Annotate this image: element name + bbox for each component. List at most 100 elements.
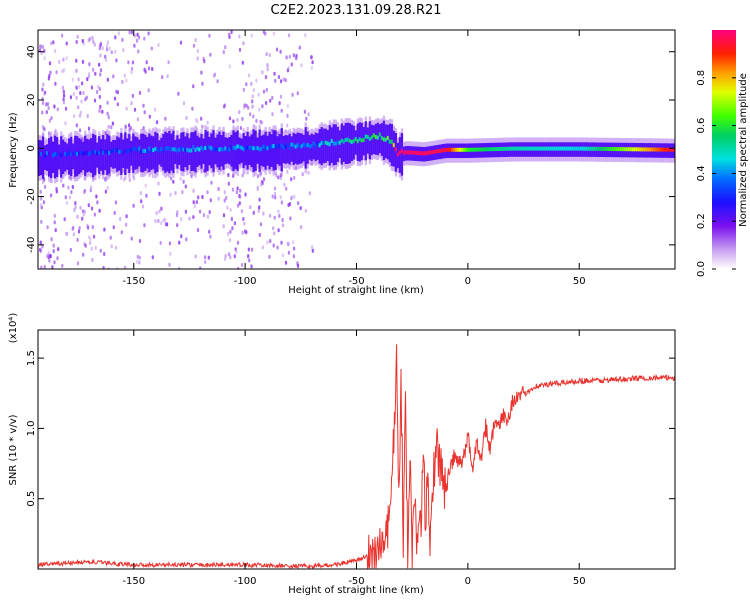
- heatmap-speckle: [301, 172, 304, 177]
- heatmap-speckle: [111, 121, 114, 126]
- heatmap-ridge-core: [348, 138, 351, 143]
- heatmap-speckle: [40, 219, 43, 224]
- heatmap-speckle: [48, 258, 51, 263]
- heatmap-speckle: [286, 241, 289, 246]
- heatmap-ridge: [302, 134, 305, 162]
- heatmap-ridge-core: [180, 146, 183, 150]
- heatmap-speckle: [299, 206, 302, 211]
- heatmap-speckle: [227, 181, 230, 186]
- heatmap-ridge-core: [110, 149, 113, 154]
- heatmap-speckle: [54, 228, 57, 233]
- heatmap-ridge-core: [122, 150, 125, 155]
- heatmap-speckle: [81, 216, 84, 221]
- heatmap-ridge: [342, 125, 345, 162]
- heatmap-ridge-core: [96, 151, 99, 156]
- heatmap-speckle: [158, 209, 161, 214]
- heatmap-ridge-core: [537, 146, 540, 151]
- heatmap-ridge-core: [274, 145, 277, 150]
- heatmap-speckle: [229, 229, 232, 234]
- heatmap-speckle: [137, 49, 140, 54]
- heatmap-speckle: [287, 203, 290, 207]
- heatmap-ridge-core: [40, 151, 43, 156]
- heatmap-speckle: [278, 101, 281, 106]
- heatmap-ridge-core: [615, 147, 618, 152]
- heatmap-ridge-core: [234, 146, 237, 151]
- colorbar-tick-label: 0.6: [696, 118, 707, 134]
- heatmap-ridge-core: [609, 147, 612, 151]
- heatmap-ridge: [276, 136, 279, 164]
- heatmap-speckle: [164, 116, 167, 121]
- heatmap-speckle: [204, 260, 207, 264]
- heatmap-speckle: [63, 93, 66, 98]
- heatmap-speckle: [62, 57, 65, 62]
- heatmap-ridge-core: [324, 140, 327, 145]
- heatmap-speckle: [279, 49, 282, 54]
- heatmap-ridge: [266, 135, 269, 166]
- heatmap-speckle: [261, 245, 264, 250]
- heatmap-ridge-core: [128, 148, 131, 153]
- heatmap-speckle: [209, 198, 212, 203]
- heatmap-speckle: [258, 233, 261, 237]
- heatmap-speckle: [44, 90, 47, 95]
- heatmap-speckle: [73, 114, 76, 119]
- heatmap-ridge-core: [436, 149, 440, 154]
- heatmap-speckle: [99, 53, 102, 58]
- heatmap-speckle: [247, 247, 250, 252]
- heatmap-speckle: [239, 188, 242, 193]
- heatmap-ridge-core: [278, 144, 281, 149]
- heatmap-speckle: [228, 116, 232, 121]
- heatmap-speckle: [128, 178, 131, 182]
- heatmap-speckle: [298, 45, 301, 50]
- heatmap-ridge-core: [270, 144, 273, 149]
- heatmap-ridge-core: [366, 135, 369, 139]
- heatmap-speckle: [296, 263, 300, 268]
- heatmap-speckle: [224, 253, 227, 258]
- heatmap-ridge-core: [444, 147, 448, 152]
- heatmap-ridge: [136, 137, 139, 169]
- heatmap-ridge-core: [613, 147, 616, 151]
- x-tick-label: -50: [348, 276, 364, 287]
- heatmap-speckle: [39, 203, 43, 207]
- heatmap-ridge-core: [374, 135, 378, 139]
- heatmap-ridge-core: [667, 147, 670, 152]
- heatmap-ridge-core: [380, 135, 384, 140]
- heatmap-speckle: [45, 102, 48, 107]
- heatmap-speckle: [136, 254, 139, 259]
- heatmap-speckle: [229, 207, 232, 212]
- heatmap-speckle: [61, 33, 64, 38]
- heatmap-speckle: [213, 72, 216, 77]
- heatmap-ridge: [110, 141, 113, 168]
- heatmap-ridge-core: [481, 147, 484, 152]
- heatmap-speckle: [154, 219, 157, 223]
- heatmap-speckle: [75, 68, 78, 73]
- x-tick-label: -50: [348, 576, 364, 587]
- heatmap-speckle: [106, 111, 109, 116]
- heatmap-ridge-core: [302, 142, 305, 147]
- heatmap-ridge: [354, 130, 357, 155]
- heatmap-ridge-core: [56, 152, 59, 157]
- heatmap-speckle: [176, 223, 179, 228]
- heatmap-ridge: [364, 121, 367, 161]
- heatmap-speckle: [305, 116, 308, 121]
- heatmap-speckle: [175, 213, 179, 218]
- heatmap-speckle: [233, 254, 236, 259]
- heatmap-ridge: [272, 130, 275, 171]
- heatmap-speckle: [130, 236, 133, 241]
- heatmap-ridge-core: [52, 153, 55, 158]
- heatmap-ridge-core: [446, 147, 450, 152]
- heatmap-speckle: [63, 217, 66, 222]
- heatmap-speckle: [42, 82, 45, 87]
- heatmap-ridge: [68, 138, 71, 175]
- heatmap-ridge-core: [665, 147, 668, 152]
- heatmap-speckle: [110, 244, 113, 249]
- heatmap-ridge-core: [459, 147, 462, 152]
- heatmap-speckle: [93, 212, 96, 217]
- heatmap-speckle: [300, 63, 303, 68]
- heatmap-speckle: [75, 58, 78, 63]
- heatmap-ridge-core: [322, 141, 325, 146]
- heatmap-ridge-core: [485, 147, 488, 152]
- heatmap-ridge-core: [398, 150, 402, 155]
- heatmap-ridge: [322, 128, 325, 164]
- heatmap-ridge-core: [619, 147, 622, 152]
- heatmap-speckle: [89, 188, 92, 193]
